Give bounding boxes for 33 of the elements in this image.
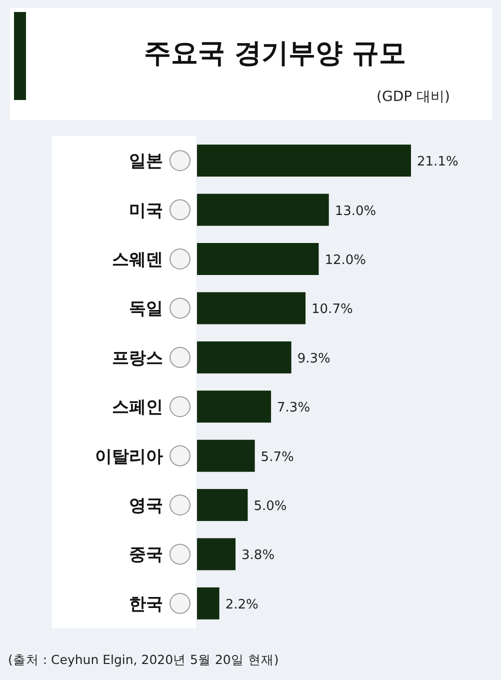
bar — [197, 587, 220, 620]
data-label: 5.0% — [254, 499, 287, 514]
y-tick-label: 스웨덴 — [112, 250, 163, 270]
y-tick-label: 영국 — [129, 496, 163, 516]
bar — [197, 341, 292, 374]
y-tick-label: 중국 — [129, 545, 163, 566]
y-tick-label: 이탈리아 — [95, 446, 163, 467]
data-label: 2.2% — [225, 597, 258, 612]
bar — [197, 292, 306, 324]
y-tick-label: 일본 — [129, 152, 163, 172]
bar — [197, 243, 319, 275]
data-label: 7.3% — [277, 400, 310, 416]
data-label: 21.1% — [417, 154, 458, 170]
bar — [197, 489, 248, 521]
text: (출처 : Ceyhun Elgin, 2020년 5월 20일 현재) — [8, 652, 279, 667]
bar — [197, 144, 411, 177]
data-label: 13.0% — [334, 204, 376, 219]
bar — [197, 390, 272, 423]
bar — [197, 538, 236, 570]
y-tick-label: 미국 — [129, 200, 163, 221]
bar — [197, 440, 255, 472]
data-label: 5.7% — [260, 450, 294, 465]
data-label: 10.7% — [312, 302, 353, 318]
y-tick-label: 스페인 — [112, 398, 163, 418]
y-tick-label: 독일 — [129, 299, 163, 320]
chart-title: 주요국 경기부양 규모 — [144, 38, 406, 69]
data-label: 12.0% — [324, 253, 366, 268]
data-label: 3.8% — [242, 548, 275, 564]
chart-subtitle: (GDP 대비) — [376, 89, 450, 105]
y-tick-label: 한국 — [129, 594, 163, 614]
bar — [197, 194, 329, 226]
y-tick-label: 프랑스 — [112, 348, 163, 368]
data-label: 9.3% — [297, 351, 330, 366]
